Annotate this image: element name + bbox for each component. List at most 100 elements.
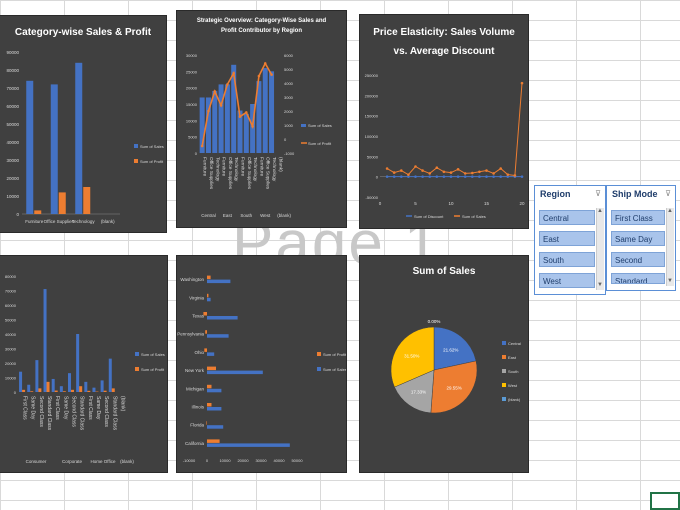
bar xyxy=(207,388,222,393)
x-tick-label: Office Supplies xyxy=(246,157,252,190)
y-tick-label: 70000 xyxy=(5,289,17,294)
y-tick-label: Pennsylvania xyxy=(177,332,204,337)
chart-title: Sum of Sales xyxy=(412,266,476,277)
y-tick-label: -50000 xyxy=(366,195,379,200)
slicer-item-first-class[interactable]: First Class xyxy=(611,210,665,225)
line-point xyxy=(449,171,453,174)
y2-tick-label: 6000 xyxy=(284,53,294,58)
scroll-down-icon[interactable]: ▼ xyxy=(597,282,603,288)
bar xyxy=(30,391,34,392)
x-tick-label: Second Class xyxy=(38,396,44,427)
x-tick-label: Technology xyxy=(72,219,96,224)
line-point xyxy=(463,175,467,178)
region-label: Central xyxy=(201,213,216,218)
chart-state-sales-profit[interactable]: -10000 0 10000 20000 30000 40000 50000 Washingt… xyxy=(177,256,346,472)
slicer-item-same-day[interactable]: Same Day xyxy=(611,231,665,246)
line-point xyxy=(456,175,460,178)
y-tick-label: 0 xyxy=(376,175,379,180)
bar xyxy=(46,381,50,392)
line-point xyxy=(392,175,396,178)
slicer-title: Ship Mode xyxy=(612,189,658,199)
legend-label: Sum of Sales xyxy=(141,352,165,357)
x-tick-label: Furniture xyxy=(240,157,246,177)
x-tick-label: (blank) xyxy=(101,219,115,224)
bar xyxy=(207,425,224,429)
line-point xyxy=(456,168,460,171)
bar xyxy=(203,312,207,316)
scroll-up-icon[interactable]: ▲ xyxy=(667,208,673,214)
y2-tick-label: -1000 xyxy=(284,151,295,156)
x-tick-label: Technology xyxy=(214,157,220,182)
slicer-item-south[interactable]: South xyxy=(539,252,595,267)
x-tick-label: Second Class xyxy=(103,396,109,427)
chart-strategic-overview[interactable]: Strategic Overview: Category-Wise Sales … xyxy=(177,11,346,227)
y-tick-label: Florida xyxy=(190,423,204,428)
line-point xyxy=(442,175,446,178)
line-point xyxy=(463,172,467,175)
x-tick-label: 15 xyxy=(484,201,490,206)
x-tick-label: Furniture xyxy=(202,157,208,177)
bar xyxy=(207,407,222,411)
clear-filter-icon[interactable]: ⊽ xyxy=(595,189,601,198)
y-tick-label: Illinois xyxy=(191,405,204,410)
line-point xyxy=(257,74,261,78)
legend-swatch xyxy=(317,352,321,356)
bar xyxy=(62,391,66,392)
bar xyxy=(207,403,212,407)
x-tick-label: First Class xyxy=(54,396,60,420)
selected-cell[interactable] xyxy=(650,492,680,510)
line-point xyxy=(485,169,488,172)
chart-sum-of-sales-pie[interactable]: Sum of Sales 21.62% 29.55% 17.33% 31.50% 0.0… xyxy=(360,256,528,472)
slicer-scrollbar[interactable] xyxy=(596,208,604,290)
line-point xyxy=(421,175,424,178)
ship-mode-slicer[interactable]: Ship Mode ⊽ First Class Same Day Second … xyxy=(606,185,676,291)
x-tick-label: Furniture xyxy=(258,157,264,177)
y-tick-label: 30000 xyxy=(6,158,19,163)
x-tick-label: Standard Class xyxy=(46,396,52,431)
region-label: East xyxy=(223,213,233,218)
clear-filter-icon[interactable]: ⊽ xyxy=(665,189,671,198)
line-point xyxy=(226,83,229,86)
bar xyxy=(207,279,231,284)
x-tick-label: -10000 xyxy=(183,458,196,463)
chart-title: Price Elasticity: Sales Volume vs. Avera… xyxy=(373,27,515,57)
y-tick-label: 15000 xyxy=(186,102,198,107)
region-slicer[interactable]: Region ⊽ Central East South West ▲ ▼ xyxy=(534,185,606,295)
bar xyxy=(108,358,112,392)
legend-label: (blank) xyxy=(508,397,521,402)
slicer-scrollbar[interactable] xyxy=(666,208,674,286)
x-tick-label: Technology xyxy=(252,157,258,182)
chart-title: Strategic Overview: Category-Wise Sales … xyxy=(196,18,327,34)
line-point xyxy=(506,175,510,178)
scroll-down-icon[interactable]: ▼ xyxy=(667,278,673,284)
bar xyxy=(84,381,88,392)
legend-label: West xyxy=(508,383,518,388)
bar xyxy=(243,113,249,153)
bar xyxy=(59,386,63,392)
x-tick-label: 20 xyxy=(519,201,525,206)
slicer-item-central[interactable]: Central xyxy=(539,210,595,225)
profit-line xyxy=(201,61,273,147)
slicer-item-second-class[interactable]: Second Class xyxy=(611,252,665,267)
chart-category-sales-profit[interactable]: Category-wise Sales & Profit 0 10000 20000… xyxy=(0,16,166,232)
line-point xyxy=(392,171,396,174)
data-label: 17.33% xyxy=(411,390,426,395)
scroll-up-icon[interactable]: ▲ xyxy=(597,208,603,214)
chart-segment-shipmode[interactable]: 0 10000 20000 30000 40000 50000 60000 70000 8000… xyxy=(0,256,167,472)
bar xyxy=(207,370,263,375)
legend-swatch xyxy=(134,144,138,148)
x-tick-label: Standard Class xyxy=(79,396,85,431)
line-point xyxy=(442,170,446,174)
slicer-item-east[interactable]: East xyxy=(539,231,595,246)
bar xyxy=(19,371,23,392)
slicer-title: Region xyxy=(540,189,571,199)
chart-price-elasticity[interactable]: Price Elasticity: Sales Volume vs. Avera… xyxy=(360,15,528,228)
group-label: Consumer xyxy=(26,459,47,464)
x-tick-label: Same Day xyxy=(95,396,101,420)
group-label: Corporate xyxy=(62,459,83,464)
x-tick-label: 5 xyxy=(414,201,417,206)
slicer-item-west[interactable]: West xyxy=(539,273,595,288)
slicer-item-standard-class[interactable]: Standard Class xyxy=(611,273,665,284)
y-tick-label: 20000 xyxy=(6,176,19,181)
bar xyxy=(262,68,268,153)
